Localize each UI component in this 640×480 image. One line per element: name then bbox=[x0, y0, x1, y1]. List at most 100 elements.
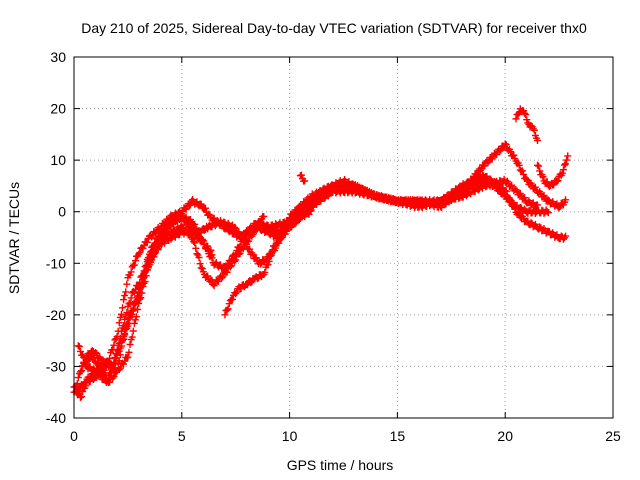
data-point bbox=[278, 233, 286, 241]
data-point bbox=[474, 186, 482, 194]
data-point bbox=[202, 204, 210, 212]
data-point bbox=[305, 210, 313, 218]
data-point bbox=[543, 208, 551, 216]
data-point bbox=[232, 224, 240, 232]
data-point bbox=[218, 274, 226, 282]
data-point bbox=[534, 161, 542, 169]
data-point bbox=[126, 341, 134, 349]
y-tick-label: 10 bbox=[50, 152, 66, 168]
data-point bbox=[208, 251, 216, 259]
data-point bbox=[106, 378, 114, 386]
data-point bbox=[559, 166, 567, 174]
data-point bbox=[74, 374, 82, 382]
data-point bbox=[518, 167, 526, 175]
data-point bbox=[564, 152, 572, 160]
data-point bbox=[512, 115, 520, 123]
data-point bbox=[550, 181, 558, 189]
data-point bbox=[199, 237, 207, 245]
data-point bbox=[307, 206, 315, 214]
data-point bbox=[136, 249, 144, 257]
data-point bbox=[125, 348, 133, 356]
data-point bbox=[223, 306, 231, 314]
data-point bbox=[301, 177, 309, 185]
series-5 bbox=[221, 206, 315, 319]
data-point bbox=[109, 363, 117, 371]
data-point bbox=[191, 229, 199, 237]
data-point bbox=[182, 205, 190, 213]
data-point bbox=[536, 167, 544, 175]
data-point bbox=[324, 191, 332, 199]
data-point bbox=[235, 244, 243, 252]
data-point bbox=[111, 353, 119, 361]
data-point bbox=[217, 261, 225, 269]
data-point bbox=[267, 251, 275, 259]
data-point bbox=[73, 380, 81, 388]
series-6 bbox=[79, 227, 216, 386]
series-7 bbox=[512, 105, 542, 144]
data-point bbox=[85, 356, 93, 364]
data-point bbox=[555, 204, 563, 212]
data-point bbox=[133, 313, 141, 321]
series-8 bbox=[534, 152, 572, 190]
data-point bbox=[562, 196, 570, 204]
data-point bbox=[512, 186, 520, 194]
data-point bbox=[85, 375, 93, 383]
data-point bbox=[113, 367, 121, 375]
data-point bbox=[562, 232, 570, 240]
data-point bbox=[127, 268, 135, 276]
data-point bbox=[527, 219, 535, 227]
data-point bbox=[266, 252, 274, 260]
data-point bbox=[121, 292, 129, 300]
data-point bbox=[296, 214, 304, 222]
data-point bbox=[249, 230, 257, 238]
data-point bbox=[544, 196, 552, 204]
data-point bbox=[265, 257, 273, 265]
data-point bbox=[143, 266, 151, 274]
data-point bbox=[508, 197, 516, 205]
data-point bbox=[558, 169, 566, 177]
data-point bbox=[562, 160, 570, 168]
data-point bbox=[236, 242, 244, 250]
data-point bbox=[120, 296, 128, 304]
data-point bbox=[204, 272, 212, 280]
data-point bbox=[228, 295, 236, 303]
data-point bbox=[74, 342, 82, 350]
data-series bbox=[70, 105, 572, 402]
data-point bbox=[197, 200, 205, 208]
data-point bbox=[123, 320, 131, 328]
data-point bbox=[75, 386, 83, 394]
data-point bbox=[318, 189, 326, 197]
series-2 bbox=[72, 171, 570, 396]
data-point bbox=[133, 297, 141, 305]
data-point bbox=[560, 161, 568, 169]
data-point bbox=[226, 258, 234, 266]
y-tick-label: -40 bbox=[46, 410, 66, 426]
data-point bbox=[198, 236, 206, 244]
x-tick-label: 25 bbox=[605, 428, 621, 444]
data-point bbox=[92, 349, 100, 357]
data-point bbox=[82, 379, 90, 387]
data-point bbox=[232, 251, 240, 259]
data-point bbox=[134, 293, 142, 301]
data-point bbox=[93, 349, 101, 357]
data-point bbox=[163, 228, 171, 236]
data-point bbox=[245, 228, 253, 236]
data-point bbox=[140, 273, 148, 281]
y-tick-label: -20 bbox=[46, 307, 66, 323]
data-point bbox=[135, 291, 143, 299]
data-point bbox=[90, 354, 98, 362]
data-point bbox=[78, 367, 86, 375]
data-point bbox=[256, 260, 264, 268]
data-point bbox=[178, 211, 186, 219]
x-tick-label: 5 bbox=[178, 428, 186, 444]
data-point bbox=[356, 183, 364, 191]
data-point bbox=[192, 244, 200, 252]
data-point bbox=[76, 347, 84, 355]
data-point bbox=[264, 261, 272, 269]
data-point bbox=[502, 141, 510, 149]
data-point bbox=[138, 279, 146, 287]
data-point bbox=[200, 226, 208, 234]
data-point bbox=[126, 271, 134, 279]
data-point bbox=[131, 257, 139, 265]
data-point bbox=[275, 239, 283, 247]
